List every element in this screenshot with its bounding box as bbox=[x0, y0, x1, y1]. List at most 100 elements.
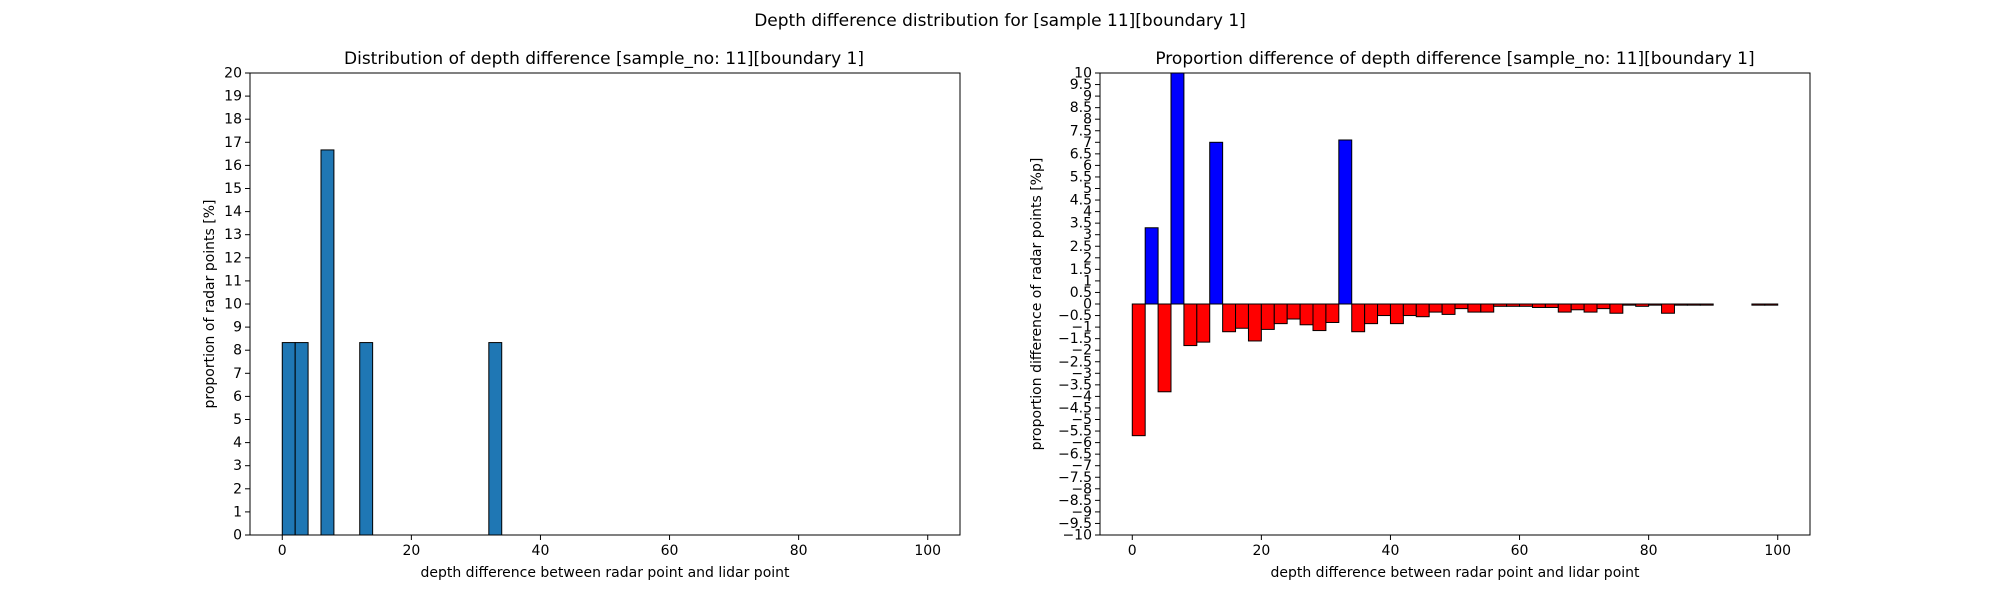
right-bar-34 bbox=[1570, 303, 1585, 311]
right-bar-1 bbox=[1144, 227, 1159, 305]
left-y-tick-label-19: 19 bbox=[224, 89, 242, 105]
right-bar-27 bbox=[1480, 303, 1495, 313]
right-bar-38 bbox=[1622, 303, 1637, 306]
right-y-tick-label-6: −7 bbox=[1071, 458, 1092, 474]
right-y-tick-label-35: 7.5 bbox=[1070, 123, 1092, 139]
left-x-tick-label-5: 100 bbox=[914, 543, 941, 559]
right-y-tick-label-18: −1 bbox=[1071, 320, 1092, 336]
right-x-tick-label-1: 20 bbox=[1252, 543, 1270, 559]
left-y-tick-label-20: 20 bbox=[224, 66, 242, 82]
left-y-tick-label-17: 17 bbox=[224, 135, 242, 151]
right-y-tick-label-39: 9.5 bbox=[1070, 77, 1092, 93]
left-y-tick-label-5: 5 bbox=[233, 412, 242, 428]
right-y-axis-label: proportion difference of radar points [%… bbox=[1029, 158, 1045, 451]
right-y-tick-label-22: 1 bbox=[1083, 273, 1092, 289]
right-y-tick-label-34: 7 bbox=[1083, 135, 1092, 151]
right-bar-15 bbox=[1325, 303, 1340, 323]
right-x-tick-label-5: 100 bbox=[1764, 543, 1791, 559]
right-x-ticks: 0 20 40 60 80 100 bbox=[1128, 535, 1791, 559]
right-bar-11 bbox=[1273, 303, 1288, 325]
figure-suptitle: Depth difference distribution for [sampl… bbox=[754, 11, 1246, 31]
right-bar-9 bbox=[1247, 303, 1262, 342]
left-y-tick-label-9: 9 bbox=[233, 320, 242, 336]
right-y-tick-label-32: 6 bbox=[1083, 158, 1092, 174]
right-bar-32 bbox=[1544, 303, 1559, 308]
right-bar-7 bbox=[1222, 303, 1237, 333]
right-y-tick-label-1: −9.5 bbox=[1058, 516, 1092, 532]
left-y-tick-label-10: 10 bbox=[224, 297, 242, 313]
left-x-tick-label-1: 20 bbox=[402, 543, 420, 559]
right-y-tick-label-36: 8 bbox=[1083, 112, 1092, 128]
right-bar-31 bbox=[1531, 303, 1546, 308]
right-y-tick-label-7: −6.5 bbox=[1058, 447, 1092, 463]
right-y-tick-label-37: 8.5 bbox=[1070, 100, 1092, 116]
left-x-tick-label-0: 0 bbox=[278, 543, 287, 559]
right-y-tick-label-2: −9 bbox=[1071, 504, 1092, 520]
right-y-tick-label-14: −3 bbox=[1071, 366, 1092, 382]
left-y-tick-label-16: 16 bbox=[224, 158, 242, 174]
right-y-tick-label-10: −5 bbox=[1071, 412, 1092, 428]
left-x-ticks: 0 20 40 60 80 100 bbox=[278, 535, 941, 559]
left-y-tick-label-7: 7 bbox=[233, 366, 242, 382]
right-y-tick-label-8: −6 bbox=[1071, 435, 1092, 451]
right-bar-29 bbox=[1506, 303, 1521, 307]
right-y-tick-label-29: 4.5 bbox=[1070, 193, 1092, 209]
right-bar-2 bbox=[1157, 303, 1172, 393]
right-bar-44 bbox=[1699, 303, 1714, 306]
right-bar-35 bbox=[1583, 303, 1598, 313]
right-y-tick-label-30: 5 bbox=[1083, 181, 1092, 197]
right-y-tick-label-12: −4 bbox=[1071, 389, 1092, 405]
right-y-tick-label-33: 6.5 bbox=[1070, 146, 1092, 162]
left-subplot: Distribution of depth difference [sample… bbox=[202, 49, 961, 581]
right-y-tick-label-11: −4.5 bbox=[1058, 400, 1092, 416]
right-bar-23 bbox=[1428, 303, 1443, 313]
right-bar-25 bbox=[1454, 303, 1469, 310]
left-x-tick-label-2: 40 bbox=[532, 543, 550, 559]
right-x-tick-label-4: 80 bbox=[1640, 543, 1658, 559]
right-bar-42 bbox=[1673, 303, 1688, 306]
right-x-tick-label-0: 0 bbox=[1128, 543, 1137, 559]
left-y-tick-label-1: 1 bbox=[233, 504, 242, 520]
left-plot-title: Distribution of depth difference [sample… bbox=[344, 49, 864, 69]
right-y-tick-label-17: −1.5 bbox=[1058, 331, 1092, 347]
left-x-tick-label-4: 80 bbox=[790, 543, 808, 559]
left-bar-2 bbox=[320, 149, 335, 536]
right-y-tick-label-9: −5.5 bbox=[1058, 424, 1092, 440]
right-bar-24 bbox=[1441, 303, 1456, 315]
left-y-axis-label: proportion of radar points [%] bbox=[202, 199, 218, 408]
right-y-tick-label-27: 3.5 bbox=[1070, 216, 1092, 232]
right-y-tick-label-40: 10 bbox=[1074, 66, 1092, 82]
right-y-tick-label-28: 4 bbox=[1083, 204, 1092, 220]
left-y-tick-label-11: 11 bbox=[224, 273, 242, 289]
left-y-tick-label-2: 2 bbox=[233, 481, 242, 497]
right-plot-frame bbox=[1099, 72, 1811, 536]
left-bar-1 bbox=[294, 342, 309, 536]
left-y-tick-label-6: 6 bbox=[233, 389, 242, 405]
left-y-tick-label-12: 12 bbox=[224, 250, 242, 266]
left-plot-frame bbox=[249, 72, 961, 536]
right-bar-39 bbox=[1635, 303, 1650, 307]
right-bar-45 bbox=[1751, 303, 1766, 306]
right-bar-43 bbox=[1686, 303, 1701, 306]
right-bar-20 bbox=[1389, 303, 1404, 325]
left-bar-0 bbox=[281, 342, 296, 536]
left-y-tick-label-8: 8 bbox=[233, 343, 242, 359]
right-bar-30 bbox=[1519, 303, 1533, 307]
right-y-tick-label-26: 3 bbox=[1083, 227, 1092, 243]
right-bar-37 bbox=[1609, 303, 1624, 314]
right-bar-10 bbox=[1260, 303, 1275, 330]
right-plot-title: Proportion difference of depth differenc… bbox=[1155, 49, 1754, 69]
right-bar-16 bbox=[1338, 139, 1353, 305]
left-y-tick-label-3: 3 bbox=[233, 458, 242, 474]
right-bar-13 bbox=[1299, 303, 1314, 326]
left-y-tick-label-18: 18 bbox=[224, 112, 242, 128]
left-y-tick-label-14: 14 bbox=[224, 204, 242, 220]
right-bar-0 bbox=[1131, 303, 1146, 437]
left-y-tick-label-4: 4 bbox=[233, 435, 242, 451]
right-bar-14 bbox=[1312, 303, 1327, 332]
right-y-tick-label-3: −8.5 bbox=[1058, 493, 1092, 509]
left-y-tick-label-0: 0 bbox=[233, 528, 242, 544]
left-y-tick-label-15: 15 bbox=[224, 181, 242, 197]
right-bar-28 bbox=[1493, 303, 1508, 307]
